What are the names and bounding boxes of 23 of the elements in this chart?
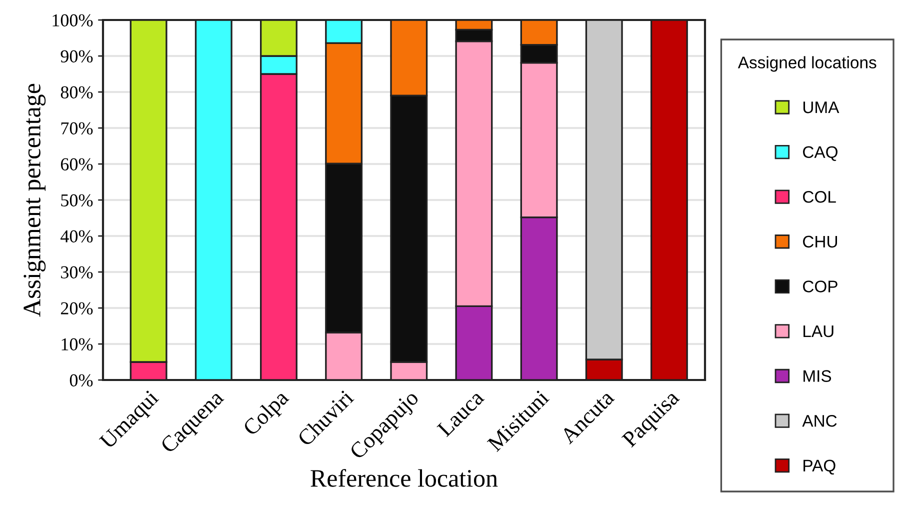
y-tick-label: 70% — [61, 122, 93, 134]
y-tick-label: 20% — [60, 302, 93, 314]
y-axis-title: Assignment percentage — [24, 84, 46, 317]
legend-label: CHU — [803, 236, 837, 248]
y-tick-label: 60% — [60, 158, 93, 170]
legend-label: CAQ — [803, 146, 838, 161]
y-tick-label: 100% — [52, 14, 93, 26]
y-tick-label: 80% — [60, 86, 93, 98]
legend-label: ANC — [802, 414, 837, 427]
legend-label: COL — [803, 190, 836, 203]
x-axis-title: Reference location — [310, 468, 498, 487]
y-tick-label: 40% — [60, 230, 93, 242]
legend-title: Assigned locations — [738, 56, 876, 72]
y-tick-label: 90% — [60, 50, 93, 62]
legend-label: MIS — [804, 370, 832, 382]
y-tick-label: 50% — [61, 194, 93, 206]
legend-label: UMA — [803, 102, 840, 114]
y-tick-label: 10% — [62, 338, 93, 350]
y-tick-label: 0% — [70, 374, 93, 386]
legend-label: LAU — [804, 326, 834, 338]
legend-label: PAQ — [804, 460, 836, 475]
y-tick-label: 30% — [61, 266, 93, 278]
legend-label: COP — [803, 280, 838, 292]
